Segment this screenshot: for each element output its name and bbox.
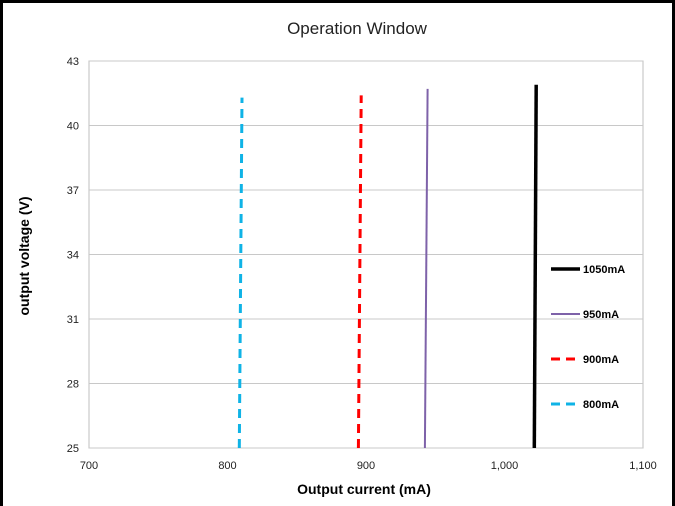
legend-label: 950mA xyxy=(583,309,619,321)
x-tick-label: 700 xyxy=(80,460,98,472)
y-tick-labels: 25 28 31 34 37 40 43 xyxy=(67,56,79,455)
chart-title: Operation Window xyxy=(287,19,428,38)
x-tick-labels: 700 800 900 1,000 1,100 xyxy=(80,460,657,472)
gridlines xyxy=(89,60,643,449)
y-tick-label: 28 xyxy=(67,379,79,391)
x-tick-label: 1,000 xyxy=(491,460,519,472)
y-tick-label: 31 xyxy=(67,314,79,326)
legend-label: 800mA xyxy=(583,399,619,411)
y-tick-label: 37 xyxy=(67,185,79,197)
x-axis-label: Output current (mA) xyxy=(297,481,431,497)
series-line-950mA xyxy=(423,88,429,449)
series-layer xyxy=(237,84,538,449)
x-tick-label: 1,100 xyxy=(629,460,657,472)
x-tick-label: 800 xyxy=(218,460,236,472)
y-axis-label: output voltage (V) xyxy=(16,197,32,316)
legend-label: 1050mA xyxy=(583,264,625,276)
legend-label: 900mA xyxy=(583,354,619,366)
y-tick-label: 40 xyxy=(67,121,79,133)
y-tick-label: 25 xyxy=(67,443,79,455)
x-tick-label: 900 xyxy=(357,460,375,472)
series-line-900mA xyxy=(356,95,363,449)
series-line-800mA xyxy=(237,97,244,449)
y-tick-label: 34 xyxy=(67,250,79,262)
legend: 1050mA 950mA 900mA 800mA xyxy=(551,264,625,411)
series-line-1050mA xyxy=(532,84,538,449)
y-tick-label: 43 xyxy=(67,56,79,68)
